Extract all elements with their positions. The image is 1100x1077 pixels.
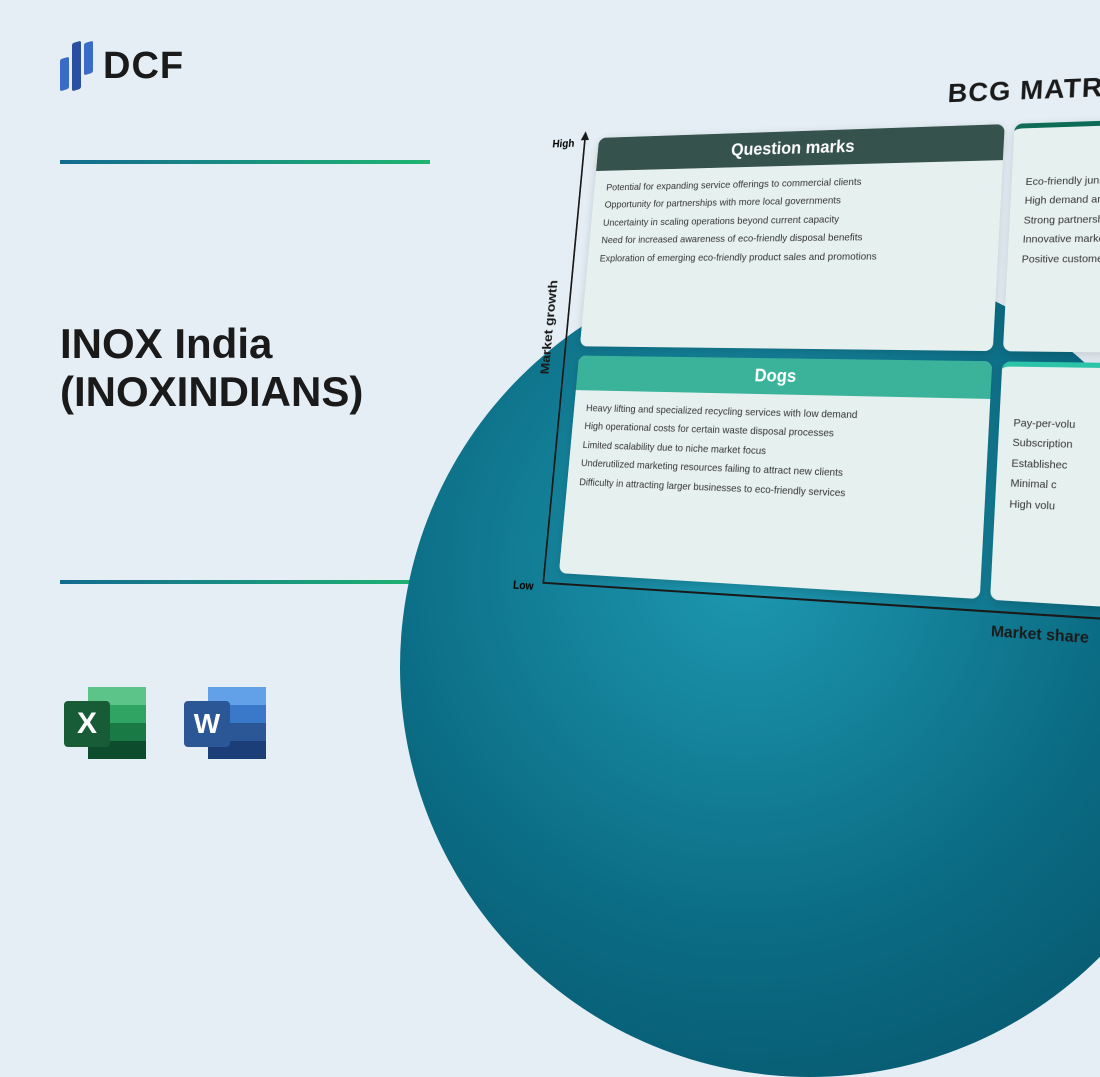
svg-text:X: X — [77, 707, 97, 740]
list-item: High demand among — [1024, 189, 1100, 211]
bcg-matrix: BCG MATRIX Market growth Market share Hi… — [531, 108, 1100, 656]
x-axis-label: Market share — [991, 622, 1090, 647]
matrix-quadrants: Question marks Potential for expanding s… — [559, 117, 1100, 612]
excel-icon: X — [60, 681, 150, 767]
list-item: Strong partnerships — [1023, 209, 1100, 231]
list-item: Positive customer — [1021, 249, 1100, 270]
quadrant-body: Pay-per-volu Subscription Establishec Mi… — [990, 403, 1100, 612]
quadrant-body: Potential for expanding service offering… — [580, 160, 1003, 351]
matrix-title: BCG MATRIX — [947, 70, 1100, 109]
axis-tick-low: Low — [512, 578, 534, 593]
logo: DCF — [60, 42, 184, 90]
quadrant-header-strip — [1000, 366, 1100, 407]
logo-text: DCF — [103, 45, 184, 88]
divider-bottom — [60, 580, 430, 584]
divider-top — [60, 160, 430, 164]
quadrant-body: Eco-friendly junk remo High demand among… — [1003, 159, 1100, 354]
page-title: INOX India (INOXINDIANS) — [60, 320, 363, 417]
word-icon: W — [180, 681, 270, 767]
quadrant-stars: Eco-friendly junk remo High demand among… — [1003, 117, 1100, 353]
axis-tick-high: High — [552, 137, 575, 150]
list-item: High volu — [1009, 495, 1100, 523]
title-line-2: (INOXINDIANS) — [60, 368, 363, 416]
logo-bars-icon — [60, 42, 93, 90]
list-item: Eco-friendly junk remo — [1025, 169, 1100, 192]
quadrant-body: Heavy lifting and specialized recycling … — [559, 390, 990, 599]
y-axis-label: Market growth — [537, 280, 560, 374]
title-line-1: INOX India — [60, 320, 363, 368]
quadrant-cash-cows: Pay-per-volu Subscription Establishec Mi… — [990, 361, 1100, 612]
quadrant-dogs: Dogs Heavy lifting and specialized recyc… — [559, 356, 992, 600]
list-item: Exploration of emerging eco-friendly pro… — [599, 247, 984, 268]
quadrant-question-marks: Question marks Potential for expanding s… — [580, 124, 1005, 351]
svg-text:W: W — [194, 708, 221, 739]
list-item: Innovative marketi — [1022, 229, 1100, 250]
file-icons: X W — [60, 681, 270, 767]
quadrant-header-strip — [1013, 122, 1100, 163]
